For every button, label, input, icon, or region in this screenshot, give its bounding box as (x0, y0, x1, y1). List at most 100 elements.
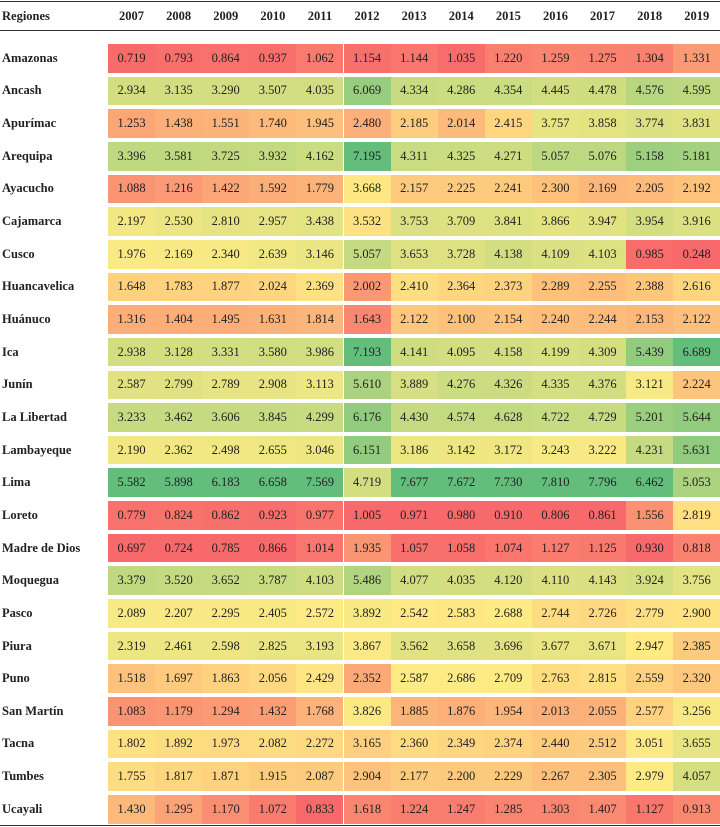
value-cell: 2.013 (531, 697, 579, 726)
value-cell: 3.671 (579, 631, 627, 661)
value-cell: 0.785 (202, 533, 250, 563)
column-header: Regiones (2, 8, 50, 23)
value-cell: 5.644 (673, 403, 720, 432)
value-cell: 4.271 (484, 141, 532, 171)
value-cell: 3.728 (437, 239, 485, 269)
value-cell: 1.220 (484, 44, 532, 73)
value-cell: 1.631 (249, 305, 297, 334)
value-cell: 1.127 (626, 794, 674, 824)
value-cell: 7.569 (296, 468, 344, 498)
value-cell: 4.309 (579, 337, 627, 367)
value-cell: 4.276 (437, 370, 485, 400)
value-cell: 4.138 (484, 239, 532, 269)
value-cell: 5.057 (343, 239, 391, 269)
value-cell: 3.193 (296, 631, 344, 661)
value-cell: 4.158 (484, 337, 532, 367)
value-cell: 1.697 (155, 664, 203, 693)
value-cell: 1.871 (202, 762, 250, 791)
value-cell: 3.046 (296, 435, 344, 465)
value-cell: 0.937 (249, 44, 297, 73)
value-cell: 3.867 (343, 631, 391, 661)
value-cell: 1.216 (155, 174, 203, 204)
value-cell: 2.364 (437, 272, 485, 302)
value-cell: 1.768 (296, 697, 344, 726)
value-cell: 2.577 (626, 697, 674, 726)
value-cell: 2.295 (202, 599, 250, 628)
value-cell: 2.190 (108, 435, 156, 465)
value-cell: 3.331 (202, 337, 250, 367)
value-cell: 1.404 (155, 305, 203, 334)
region-name: Ucayali (2, 801, 43, 816)
value-cell: 3.756 (673, 566, 720, 596)
value-cell: 4.335 (531, 370, 579, 400)
value-cell: 0.719 (108, 44, 156, 73)
region-name: Ayacucho (2, 181, 54, 196)
value-cell: 3.520 (155, 566, 203, 596)
value-cell: 3.924 (626, 566, 674, 596)
value-cell: 2.789 (202, 370, 250, 400)
region-name: La Libertad (2, 409, 67, 424)
value-cell: 2.157 (390, 174, 438, 204)
value-cell: 3.932 (249, 141, 297, 171)
value-cell: 1.062 (296, 44, 344, 73)
value-cell: 5.201 (626, 403, 674, 432)
value-cell: 3.889 (390, 370, 438, 400)
value-cell: 1.648 (108, 272, 156, 302)
value-cell: 2.819 (673, 501, 720, 530)
value-cell: 7.193 (343, 337, 391, 367)
value-cell: 3.954 (626, 207, 674, 236)
column-header: 2013 (401, 8, 427, 23)
value-cell: 3.787 (249, 566, 297, 596)
value-cell: 2.587 (390, 664, 438, 693)
value-cell: 1.407 (579, 794, 627, 824)
value-cell: 3.653 (390, 239, 438, 269)
value-cell: 2.014 (437, 109, 485, 138)
value-cell: 2.957 (249, 207, 297, 236)
value-cell: 2.087 (296, 762, 344, 791)
value-cell: 0.697 (108, 533, 156, 563)
value-cell: 2.480 (343, 109, 391, 138)
value-cell: 5.181 (673, 141, 720, 171)
value-cell: 0.806 (531, 501, 579, 530)
value-cell: 1.877 (202, 272, 250, 302)
value-cell: 1.170 (202, 794, 250, 824)
region-name: Arequipa (2, 148, 53, 163)
value-cell: 1.005 (343, 501, 391, 530)
column-header: 2009 (213, 8, 239, 23)
column-header: 2007 (119, 8, 145, 23)
value-cell: 3.113 (296, 370, 344, 400)
value-cell: 7.672 (437, 468, 485, 498)
value-cell: 1.885 (390, 697, 438, 726)
column-header: 2016 (542, 8, 568, 23)
value-cell: 2.498 (202, 435, 250, 465)
value-cell: 1.259 (531, 44, 579, 73)
value-cell: 1.295 (155, 794, 203, 824)
value-cell: 2.709 (484, 664, 532, 693)
region-name: Ancash (2, 83, 42, 98)
value-cell: 4.199 (531, 337, 579, 367)
value-cell: 3.658 (437, 631, 485, 661)
value-cell: 3.532 (343, 207, 391, 236)
value-cell: 2.244 (579, 305, 627, 334)
value-cell: 4.035 (437, 566, 485, 596)
value-cell: 3.655 (673, 729, 720, 759)
value-cell: 2.122 (673, 305, 720, 334)
value-cell: 2.530 (155, 207, 203, 236)
value-cell: 1.876 (437, 697, 485, 726)
value-cell: 2.373 (484, 272, 532, 302)
value-cell: 0.724 (155, 533, 203, 563)
value-cell: 3.507 (249, 76, 297, 106)
region-name: Cajamarca (2, 214, 62, 229)
value-cell: 2.938 (108, 337, 156, 367)
top-rule (0, 1, 720, 2)
value-cell: 1.863 (202, 664, 250, 693)
value-cell: 5.631 (673, 435, 720, 465)
value-cell: 4.445 (531, 76, 579, 106)
value-cell: 3.379 (108, 566, 156, 596)
value-cell: 3.986 (296, 337, 344, 367)
value-cell: 3.233 (108, 403, 156, 432)
value-cell: 4.311 (390, 141, 438, 171)
column-header: 2010 (260, 8, 286, 23)
value-cell: 4.103 (296, 566, 344, 596)
